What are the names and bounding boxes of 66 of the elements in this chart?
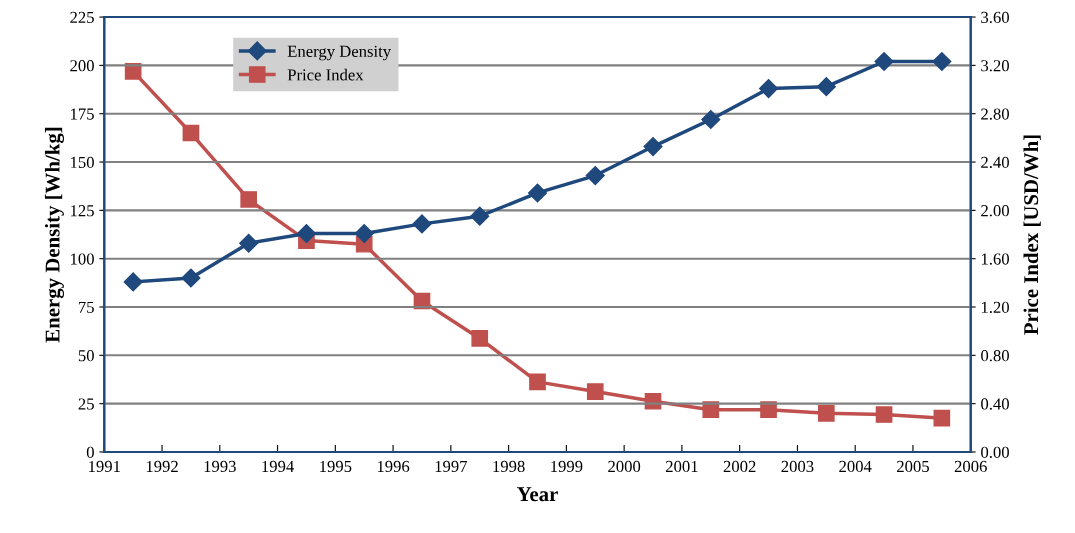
point: [585, 166, 605, 186]
y-tick-label: 125: [71, 205, 94, 217]
x-tick-label: 1995: [320, 460, 352, 473]
y-tick-label: 150: [71, 156, 94, 168]
legend-label: Price Index: [287, 68, 364, 81]
x-tick-label: 1997: [435, 460, 468, 473]
y2-tick-label: 0.00: [981, 446, 1009, 458]
y-tick-label: 75: [78, 301, 94, 313]
x-tick-label: 2000: [608, 460, 641, 473]
x-tick-label: 1998: [493, 460, 525, 473]
point: [181, 268, 201, 288]
y2-axis-title: Price Index [USD/Wh]: [1023, 135, 1041, 335]
y2-tick-label: 0.40: [981, 398, 1009, 410]
point: [586, 383, 604, 400]
point: [702, 401, 720, 419]
point: [240, 191, 258, 208]
x-tick-label: 1992: [146, 460, 178, 473]
y-tick-label: 25: [78, 398, 94, 410]
x-tick-label: 2002: [723, 460, 756, 473]
x-tick-label: 1999: [551, 460, 583, 473]
x-tick-label: 1996: [377, 460, 410, 473]
y-tick-label: 200: [70, 60, 94, 72]
point: [875, 406, 893, 423]
x-tick-label: 1993: [204, 460, 236, 473]
point: [759, 79, 779, 99]
point: [354, 224, 374, 244]
point: [239, 233, 259, 253]
point: [701, 109, 721, 130]
point: [817, 404, 835, 422]
point: [123, 272, 143, 292]
point: [643, 137, 663, 157]
y-tick-label: 50: [78, 350, 94, 362]
y2-tick-label: 3.20: [981, 60, 1009, 72]
point: [412, 214, 432, 234]
point: [182, 124, 200, 142]
x-tick-label: 2004: [839, 460, 872, 473]
y2-tick-label: 0.80: [981, 350, 1009, 362]
y2-tick-label: 2.40: [981, 156, 1009, 169]
y-tick-label: 225: [70, 11, 94, 23]
point: [816, 77, 836, 97]
point: [529, 373, 546, 391]
y2-tick-label: 3.60: [981, 11, 1009, 24]
x-tick-label: 2006: [954, 460, 987, 473]
y2-tick-label: 2.00: [981, 205, 1009, 217]
x-axis-title: Year: [517, 487, 558, 502]
point: [932, 51, 952, 72]
x-tick-label: 2003: [781, 460, 814, 473]
y-tick-label: 100: [71, 253, 94, 265]
x-tick-label: 1991: [89, 460, 120, 473]
y-tick-label: 175: [71, 108, 94, 120]
point: [933, 409, 951, 427]
x-tick-label: 1994: [262, 460, 294, 473]
point: [760, 401, 777, 419]
point: [296, 224, 316, 244]
legend-label: Energy Density: [287, 45, 392, 61]
point: [470, 206, 490, 226]
point: [471, 330, 489, 347]
point: [874, 51, 894, 72]
y2-tick-label: 1.60: [981, 253, 1009, 265]
y-axis-title: Energy Density [Wh/kg]: [44, 127, 64, 343]
x-tick-label: 2001: [665, 460, 698, 473]
y-tick-label: 0: [86, 446, 94, 458]
y2-tick-label: 1.20: [981, 301, 1009, 314]
point: [527, 183, 548, 203]
x-tick-label: 2005: [897, 460, 929, 473]
y2-tick-label: 2.80: [981, 108, 1009, 120]
